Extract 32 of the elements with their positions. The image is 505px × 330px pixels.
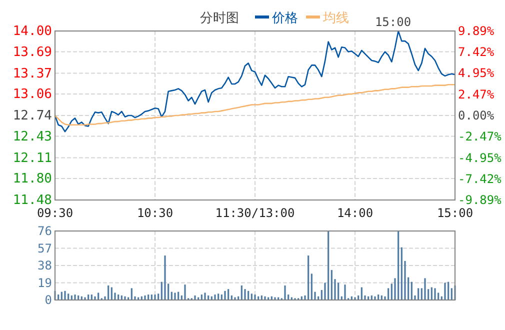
y-tick-label: 76 bbox=[38, 224, 52, 238]
legend-label: 均线 bbox=[322, 11, 349, 26]
x-tick-label: 11:30/13:00 bbox=[215, 206, 295, 220]
y-tick-label: 38 bbox=[38, 258, 52, 272]
y-tick-label: 14.00 bbox=[12, 24, 52, 39]
y2-tick-label: -2.47% bbox=[458, 130, 502, 144]
x-tick-label: 15:00 bbox=[436, 206, 474, 220]
y2-tick-label: 7.42% bbox=[458, 45, 495, 60]
y-tick-label: 13.06 bbox=[12, 87, 52, 102]
y-tick-label: 11.48 bbox=[12, 193, 52, 208]
y-tick-label: 13.69 bbox=[12, 44, 52, 60]
x-tick-label: 09:30 bbox=[36, 206, 74, 220]
legend-label: 价格 bbox=[271, 11, 298, 26]
x-tick-label: 14:00 bbox=[336, 206, 374, 220]
y2-tick-label: 0.00% bbox=[458, 108, 495, 122]
y2-tick-label: -7.42% bbox=[458, 172, 502, 186]
y2-tick-label: 9.89% bbox=[458, 24, 495, 38]
y-tick-label: 11.80 bbox=[12, 172, 52, 187]
y-tick-label: 12.74 bbox=[12, 108, 52, 124]
x-tick-label: 10:30 bbox=[136, 206, 174, 220]
chart-title: 分时图 bbox=[200, 11, 239, 26]
y-tick-label: 57 bbox=[38, 241, 52, 256]
y-tick-label: 12.11 bbox=[12, 150, 52, 166]
y2-tick-label: 2.47% bbox=[458, 87, 495, 102]
y2-tick-label: 4.95% bbox=[458, 66, 495, 80]
y-tick-label: 19 bbox=[38, 276, 52, 290]
y-tick-label: 12.43 bbox=[12, 129, 52, 144]
text: 15:00 bbox=[374, 15, 412, 29]
y-tick-label: 13.37 bbox=[12, 66, 52, 82]
y2-tick-label: -9.89% bbox=[458, 193, 502, 207]
y-tick-label: 0 bbox=[44, 293, 52, 307]
y2-tick-label: -4.95% bbox=[458, 150, 502, 165]
